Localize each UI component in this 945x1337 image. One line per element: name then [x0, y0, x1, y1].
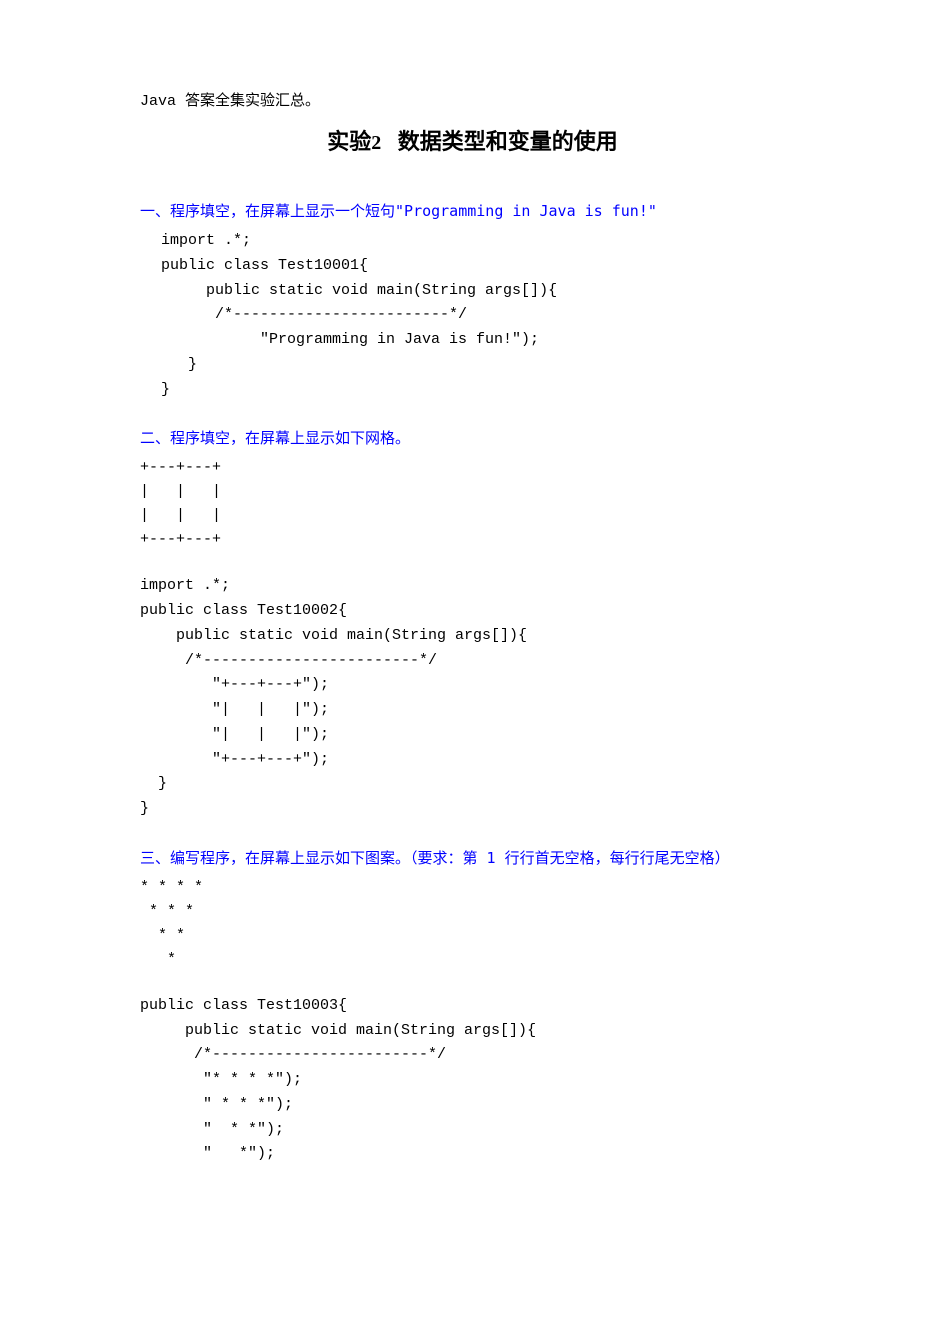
- spacer: [140, 552, 805, 570]
- spacer: [140, 972, 805, 990]
- section-3-heading: 三、编写程序，在屏幕上显示如下图案。（要求：第 1 行行首无空格，每行行尾无空格…: [140, 846, 805, 870]
- section-2-code: import .*; public class Test10002{ publi…: [140, 574, 805, 822]
- section-3-code: public class Test10003{ public static vo…: [140, 994, 805, 1167]
- title-number: 2: [371, 132, 381, 154]
- section-2-heading: 二、程序填空，在屏幕上显示如下网格。: [140, 426, 805, 450]
- section-2-ascii: +---+---+ | | | | | | +---+---+: [140, 456, 805, 552]
- main-title: 实验2 数据类型和变量的使用: [140, 124, 805, 159]
- document-header: Java 答案全集实验汇总。: [140, 90, 805, 114]
- title-text: 数据类型和变量的使用: [398, 129, 618, 154]
- section-3-ascii: * * * * * * * * * *: [140, 876, 805, 972]
- section-1-heading: 一、程序填空，在屏幕上显示一个短句"Programming in Java is…: [140, 199, 805, 223]
- title-prefix: 实验: [327, 129, 371, 154]
- section-1-code: import .*; public class Test10001{ publi…: [140, 229, 805, 402]
